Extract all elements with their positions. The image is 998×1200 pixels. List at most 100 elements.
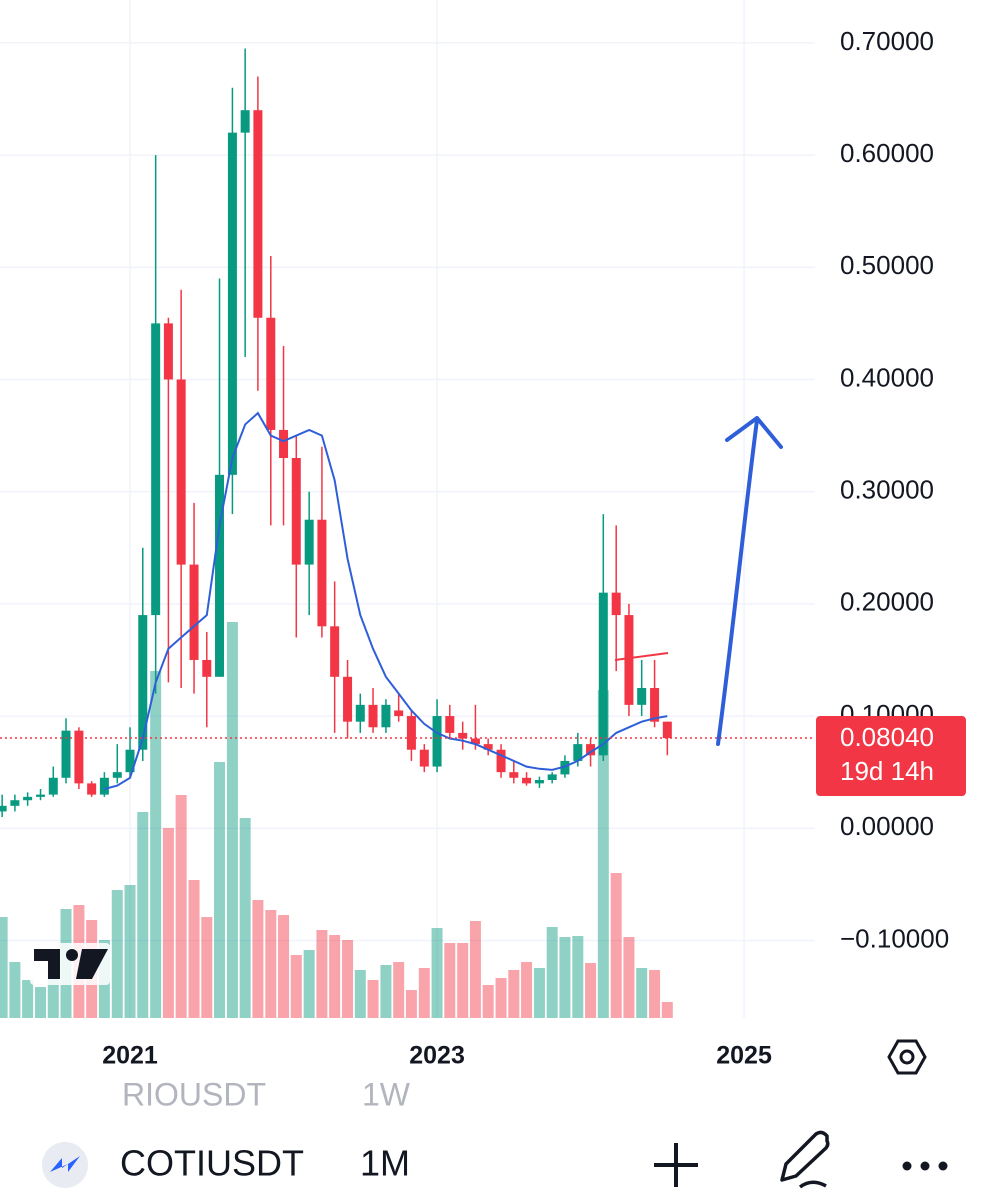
candle-body xyxy=(227,132,237,475)
volume-bar xyxy=(137,812,149,1018)
volume-bar xyxy=(495,978,507,1018)
volume-bar xyxy=(572,936,584,1018)
volume-bar xyxy=(252,900,264,1018)
volume-bar xyxy=(521,962,533,1018)
y-tick-label: 0.20000 xyxy=(840,587,934,617)
candle-body xyxy=(253,110,263,318)
price-label-box xyxy=(816,716,966,797)
candle-body xyxy=(48,777,58,795)
y-tick-label: 0.60000 xyxy=(840,138,934,168)
volume-bar xyxy=(22,980,34,1018)
symbol[interactable]: COTIUSDT xyxy=(120,1143,304,1184)
volume-bar xyxy=(214,762,226,1018)
volume-bar xyxy=(278,915,290,1018)
candle-body xyxy=(10,800,20,806)
volume-bar xyxy=(546,927,558,1018)
settings-button[interactable] xyxy=(887,1039,927,1075)
y-tick-label: 0.30000 xyxy=(840,475,934,505)
candle-body xyxy=(534,780,544,784)
candle-body xyxy=(650,688,660,722)
candle-body xyxy=(598,592,608,756)
volume-bar xyxy=(0,917,8,1018)
volume-bar xyxy=(636,968,648,1018)
candle-body xyxy=(125,749,135,773)
volume-bar xyxy=(508,970,520,1018)
candle-body xyxy=(99,777,109,795)
candle-body xyxy=(36,794,46,797)
volume-bar xyxy=(124,885,136,1018)
candle-body xyxy=(573,744,583,761)
volume-bar xyxy=(354,970,366,1018)
candle-body xyxy=(0,805,7,812)
candle-body xyxy=(355,704,365,722)
x-tick-label: 2025 xyxy=(716,1042,772,1070)
candle-body xyxy=(483,744,493,750)
candle-body xyxy=(470,738,480,745)
volume-bar xyxy=(393,962,405,1018)
add-button[interactable] xyxy=(654,1143,698,1187)
volume-bar xyxy=(405,990,417,1018)
logo xyxy=(30,943,110,985)
candle-body xyxy=(368,704,378,728)
volume-bar xyxy=(380,965,392,1018)
candle-body xyxy=(522,777,532,784)
candle-body xyxy=(662,721,672,739)
volume-bar xyxy=(342,940,354,1018)
volume-bar xyxy=(623,937,635,1018)
symbol-icon[interactable] xyxy=(42,1142,88,1188)
candle-body xyxy=(215,474,225,677)
candle-body xyxy=(74,730,84,784)
candle-body xyxy=(23,796,33,801)
candle-body xyxy=(509,772,519,778)
x-tick-label: 2021 xyxy=(102,1042,158,1070)
candle-body xyxy=(560,760,570,775)
volume-bar xyxy=(457,943,469,1018)
drawn-line xyxy=(614,652,669,661)
volume-bar xyxy=(303,950,315,1018)
candle-body xyxy=(87,783,97,795)
candle-body xyxy=(458,732,468,739)
candle-body xyxy=(266,317,276,430)
volume-bar xyxy=(610,873,622,1018)
volume-bar xyxy=(201,917,213,1018)
candle-body xyxy=(189,564,199,660)
y-tick-label: 0.70000 xyxy=(840,26,934,56)
y-tick-label: 0.00000 xyxy=(840,811,934,841)
axes: 0.70000 0.60000 0.50000 0.40000 0.30000 0.200… xyxy=(102,26,966,1070)
more-button[interactable] xyxy=(902,1161,948,1171)
volume-bar xyxy=(150,671,162,1018)
candle-body xyxy=(202,659,212,677)
volume-bar xyxy=(47,968,59,1018)
candle-body xyxy=(240,110,250,133)
volume-bar xyxy=(661,1002,673,1018)
candle-body xyxy=(586,744,596,756)
volume-bar xyxy=(597,690,609,1018)
grid xyxy=(0,0,815,1018)
drawn-arrow-head xyxy=(725,416,783,449)
candle-body xyxy=(611,592,621,616)
candle-body xyxy=(61,730,71,778)
candle-body xyxy=(330,626,340,677)
candle-body xyxy=(163,323,173,380)
volume-bar xyxy=(316,930,328,1018)
volume-bar xyxy=(9,962,21,1018)
draw-button[interactable] xyxy=(780,1130,830,1189)
candle-body xyxy=(419,749,429,767)
plot xyxy=(0,48,815,818)
candle-body xyxy=(291,458,301,565)
candle-body xyxy=(304,519,314,565)
candle-body xyxy=(547,774,557,781)
x-tick-label: 2023 xyxy=(409,1042,465,1070)
volume-bar xyxy=(175,795,187,1018)
candle-body xyxy=(496,749,506,773)
volume-bar xyxy=(265,910,277,1018)
last-price-label: 0.08040 xyxy=(840,722,934,752)
interval[interactable]: 1M xyxy=(360,1143,410,1184)
volume-bar xyxy=(559,937,571,1018)
candle-body xyxy=(176,379,186,565)
drawn-arrow xyxy=(716,418,759,746)
volume-bar xyxy=(226,622,238,1018)
candle-body xyxy=(138,615,148,750)
countdown: 19d 14h xyxy=(840,756,934,786)
